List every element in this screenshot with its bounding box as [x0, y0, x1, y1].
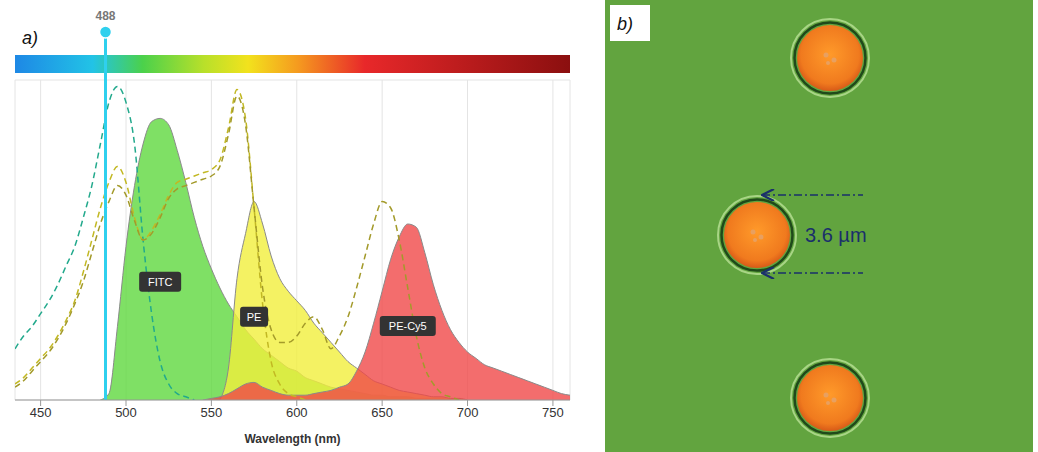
svg-text:550: 550 — [201, 405, 223, 420]
html-text:a): a) — [22, 28, 38, 48]
svg-text:b): b) — [617, 14, 633, 34]
svg-text:650: 650 — [371, 405, 393, 420]
svg-text:750: 750 — [542, 405, 564, 420]
svg-text:3.6 µm: 3.6 µm — [805, 224, 867, 246]
svg-text:450: 450 — [30, 405, 52, 420]
svg-text:700: 700 — [457, 405, 479, 420]
svg-text:488: 488 — [95, 9, 115, 23]
svg-text:FITC: FITC — [148, 276, 172, 288]
svg-text:PE-Cy5: PE-Cy5 — [389, 320, 427, 332]
svg-text:500: 500 — [115, 405, 137, 420]
svg-text:600: 600 — [286, 405, 308, 420]
svg-text:Wavelength (nm): Wavelength (nm) — [244, 432, 340, 446]
svg-text:PE: PE — [247, 311, 262, 323]
